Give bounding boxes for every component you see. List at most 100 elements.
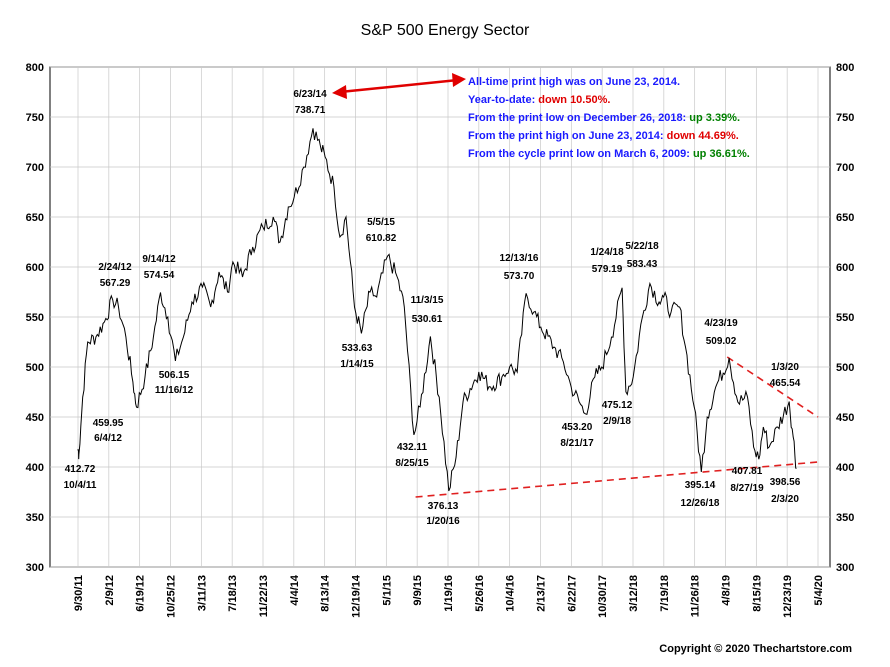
y-tick-label-right: 650 <box>836 212 854 224</box>
y-tick-label-left: 300 <box>26 562 44 574</box>
x-tick-label: 7/18/13 <box>227 575 239 612</box>
high-arrow <box>332 73 466 99</box>
annotation-value: 459.95 <box>93 418 124 429</box>
annotation-date: 5/5/15 <box>367 217 395 228</box>
annotation-date: 1/3/20 <box>771 362 799 373</box>
info-line-text: All-time print high was on June 23, 2014… <box>468 76 680 88</box>
info-line: From the cycle print low on March 6, 200… <box>468 148 750 160</box>
grid <box>50 66 830 568</box>
y-tick-label-left: 350 <box>26 512 44 524</box>
annotation-date: 2/9/18 <box>603 416 631 427</box>
x-tick-label: 4/4/14 <box>289 574 301 605</box>
annotation-date: 8/27/19 <box>730 483 764 494</box>
x-tick-label: 11/26/18 <box>690 575 702 617</box>
y-axis-ticks: 300 300 350 350 400 400 450 450 500 500 550 550 600 6… <box>26 62 855 574</box>
x-axis-ticks: 9/30/11 2/9/12 6/19/12 10/25/12 3/11/13 7/18/… <box>73 574 825 618</box>
info-line: From the print high on June 23, 2014: do… <box>468 130 739 142</box>
x-tick-label: 9/9/15 <box>412 575 424 606</box>
annotation-value: 465.54 <box>770 378 801 389</box>
annotation-value: 376.13 <box>428 501 459 512</box>
y-tick-label-right: 300 <box>836 562 854 574</box>
y-tick-label-left: 700 <box>26 162 44 174</box>
y-tick-label-right: 750 <box>836 112 854 124</box>
x-tick-label: 8/15/19 <box>751 575 763 612</box>
y-tick-label-left: 400 <box>26 462 44 474</box>
x-tick-label: 12/19/14 <box>351 574 363 618</box>
x-tick-label: 5/1/15 <box>381 575 393 606</box>
chart-title: S&P 500 Energy Sector <box>360 22 530 39</box>
annotation-date: 2/24/12 <box>98 262 132 273</box>
annotation-date: 11/3/15 <box>411 295 444 306</box>
y-tick-label-left: 500 <box>26 362 44 374</box>
annotation-date: 10/4/11 <box>64 480 97 491</box>
annotation-value: 573.70 <box>504 271 535 282</box>
y-tick-label-right: 550 <box>836 312 854 324</box>
annotation-value: 506.15 <box>159 370 190 381</box>
annotation-date: 1/24/18 <box>590 247 624 258</box>
y-tick-label-right: 700 <box>836 162 854 174</box>
x-tick-label: 5/26/16 <box>474 575 486 612</box>
info-line: All-time print high was on June 23, 2014… <box>468 76 680 88</box>
annotation-value: 432.11 <box>397 442 427 453</box>
annotation-value: 583.43 <box>627 259 658 270</box>
annotation-date: 12/13/16 <box>500 253 539 264</box>
info-line: From the print low on December 26, 2018:… <box>468 112 740 124</box>
annotation-value: 453.20 <box>562 422 593 433</box>
x-tick-label: 1/19/16 <box>443 575 455 612</box>
y-tick-label-left: 650 <box>26 212 44 224</box>
annotation-date: 2/3/20 <box>771 494 799 505</box>
series-line <box>77 128 797 492</box>
annotation-value: 475.12 <box>602 400 633 411</box>
x-tick-label: 6/22/17 <box>566 575 578 612</box>
x-tick-label: 5/4/20 <box>813 575 825 606</box>
x-tick-label: 6/19/12 <box>135 575 147 612</box>
info-line: Year-to-date: down 10.50%. <box>468 94 610 106</box>
x-tick-label: 8/13/14 <box>320 574 332 612</box>
info-line-highlight: up 3.39%. <box>689 112 740 124</box>
x-tick-label: 10/30/17 <box>597 575 609 618</box>
annotation-value: 738.71 <box>295 105 326 116</box>
annotation-value: 533.63 <box>342 343 373 354</box>
y-tick-label-left: 750 <box>26 112 44 124</box>
info-line-text: From the print low on December 26, 2018: <box>468 112 689 124</box>
x-tick-label: 7/19/18 <box>659 575 671 612</box>
y-tick-label-left: 800 <box>26 62 44 74</box>
y-tick-label-right: 450 <box>836 412 854 424</box>
annotation-date: 9/14/12 <box>142 254 176 265</box>
x-tick-label: 11/22/13 <box>258 575 270 617</box>
info-box: All-time print high was on June 23, 2014… <box>468 76 750 160</box>
info-line-highlight: down 44.69%. <box>667 130 739 142</box>
trendline <box>726 356 819 418</box>
info-line-text: From the print high on June 23, 2014: <box>468 130 667 142</box>
annotation-date: 5/22/18 <box>625 241 659 252</box>
annotation-date: 1/20/16 <box>426 516 460 527</box>
annotation-value: 530.61 <box>412 314 443 325</box>
annotation-value: 509.02 <box>706 336 737 347</box>
trendlines <box>415 356 819 498</box>
y-tick-label-right: 350 <box>836 512 854 524</box>
info-line-text: Year-to-date: <box>468 94 538 106</box>
annotation-date: 6/4/12 <box>94 433 122 444</box>
x-tick-label: 4/8/19 <box>721 575 733 606</box>
info-line-highlight: up 36.61%. <box>693 148 750 160</box>
annotation-date: 8/21/17 <box>560 438 594 449</box>
x-tick-label: 3/11/13 <box>196 575 208 611</box>
annotation-date: 8/25/15 <box>395 458 429 469</box>
y-tick-label-right: 400 <box>836 462 854 474</box>
annotation-value: 395.14 <box>685 480 716 491</box>
annotation-value: 407.81 <box>732 466 763 477</box>
copyright: Copyright © 2020 Thechartstore.com <box>659 643 852 655</box>
y-tick-label-right: 600 <box>836 262 854 274</box>
x-tick-label: 3/12/18 <box>628 575 640 612</box>
annotation-value: 567.29 <box>100 278 131 289</box>
annotation-date: 1/14/15 <box>340 359 374 370</box>
x-tick-label: 2/13/17 <box>536 575 548 612</box>
x-tick-label: 10/4/16 <box>505 575 517 612</box>
annotation-date: 12/26/18 <box>681 498 720 509</box>
info-line-highlight: down 10.50%. <box>538 94 610 106</box>
arrow-head-right <box>452 73 466 87</box>
info-line-text: From the cycle print low on March 6, 200… <box>468 148 693 160</box>
y-tick-label-right: 500 <box>836 362 854 374</box>
arrow-shaft <box>339 78 459 94</box>
